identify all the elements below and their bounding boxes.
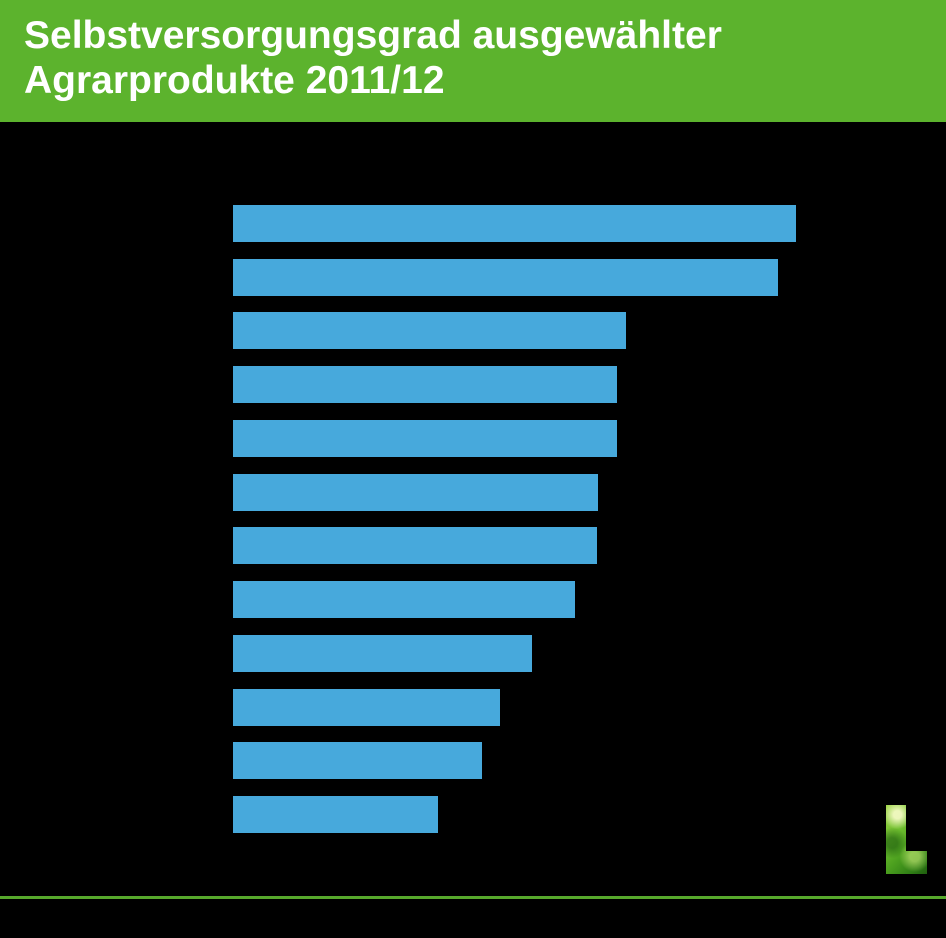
bar xyxy=(233,742,482,779)
bar xyxy=(233,796,438,833)
bar-chart xyxy=(0,122,946,896)
bar xyxy=(233,689,500,726)
bar xyxy=(233,635,532,672)
page-title-line-1: Selbstversorgungsgrad ausgewählter xyxy=(24,14,722,57)
chart-header: Selbstversorgungsgrad ausgewählter Agrar… xyxy=(0,0,946,122)
bar xyxy=(233,527,597,564)
footer-divider-line xyxy=(0,896,946,899)
bar xyxy=(233,474,598,511)
bar xyxy=(233,259,778,296)
page-title-line-2: Agrarprodukte 2011/12 xyxy=(24,59,445,102)
bar xyxy=(233,366,617,403)
bar xyxy=(233,205,796,242)
bar xyxy=(233,420,617,457)
bar xyxy=(233,581,575,618)
bar xyxy=(233,312,626,349)
